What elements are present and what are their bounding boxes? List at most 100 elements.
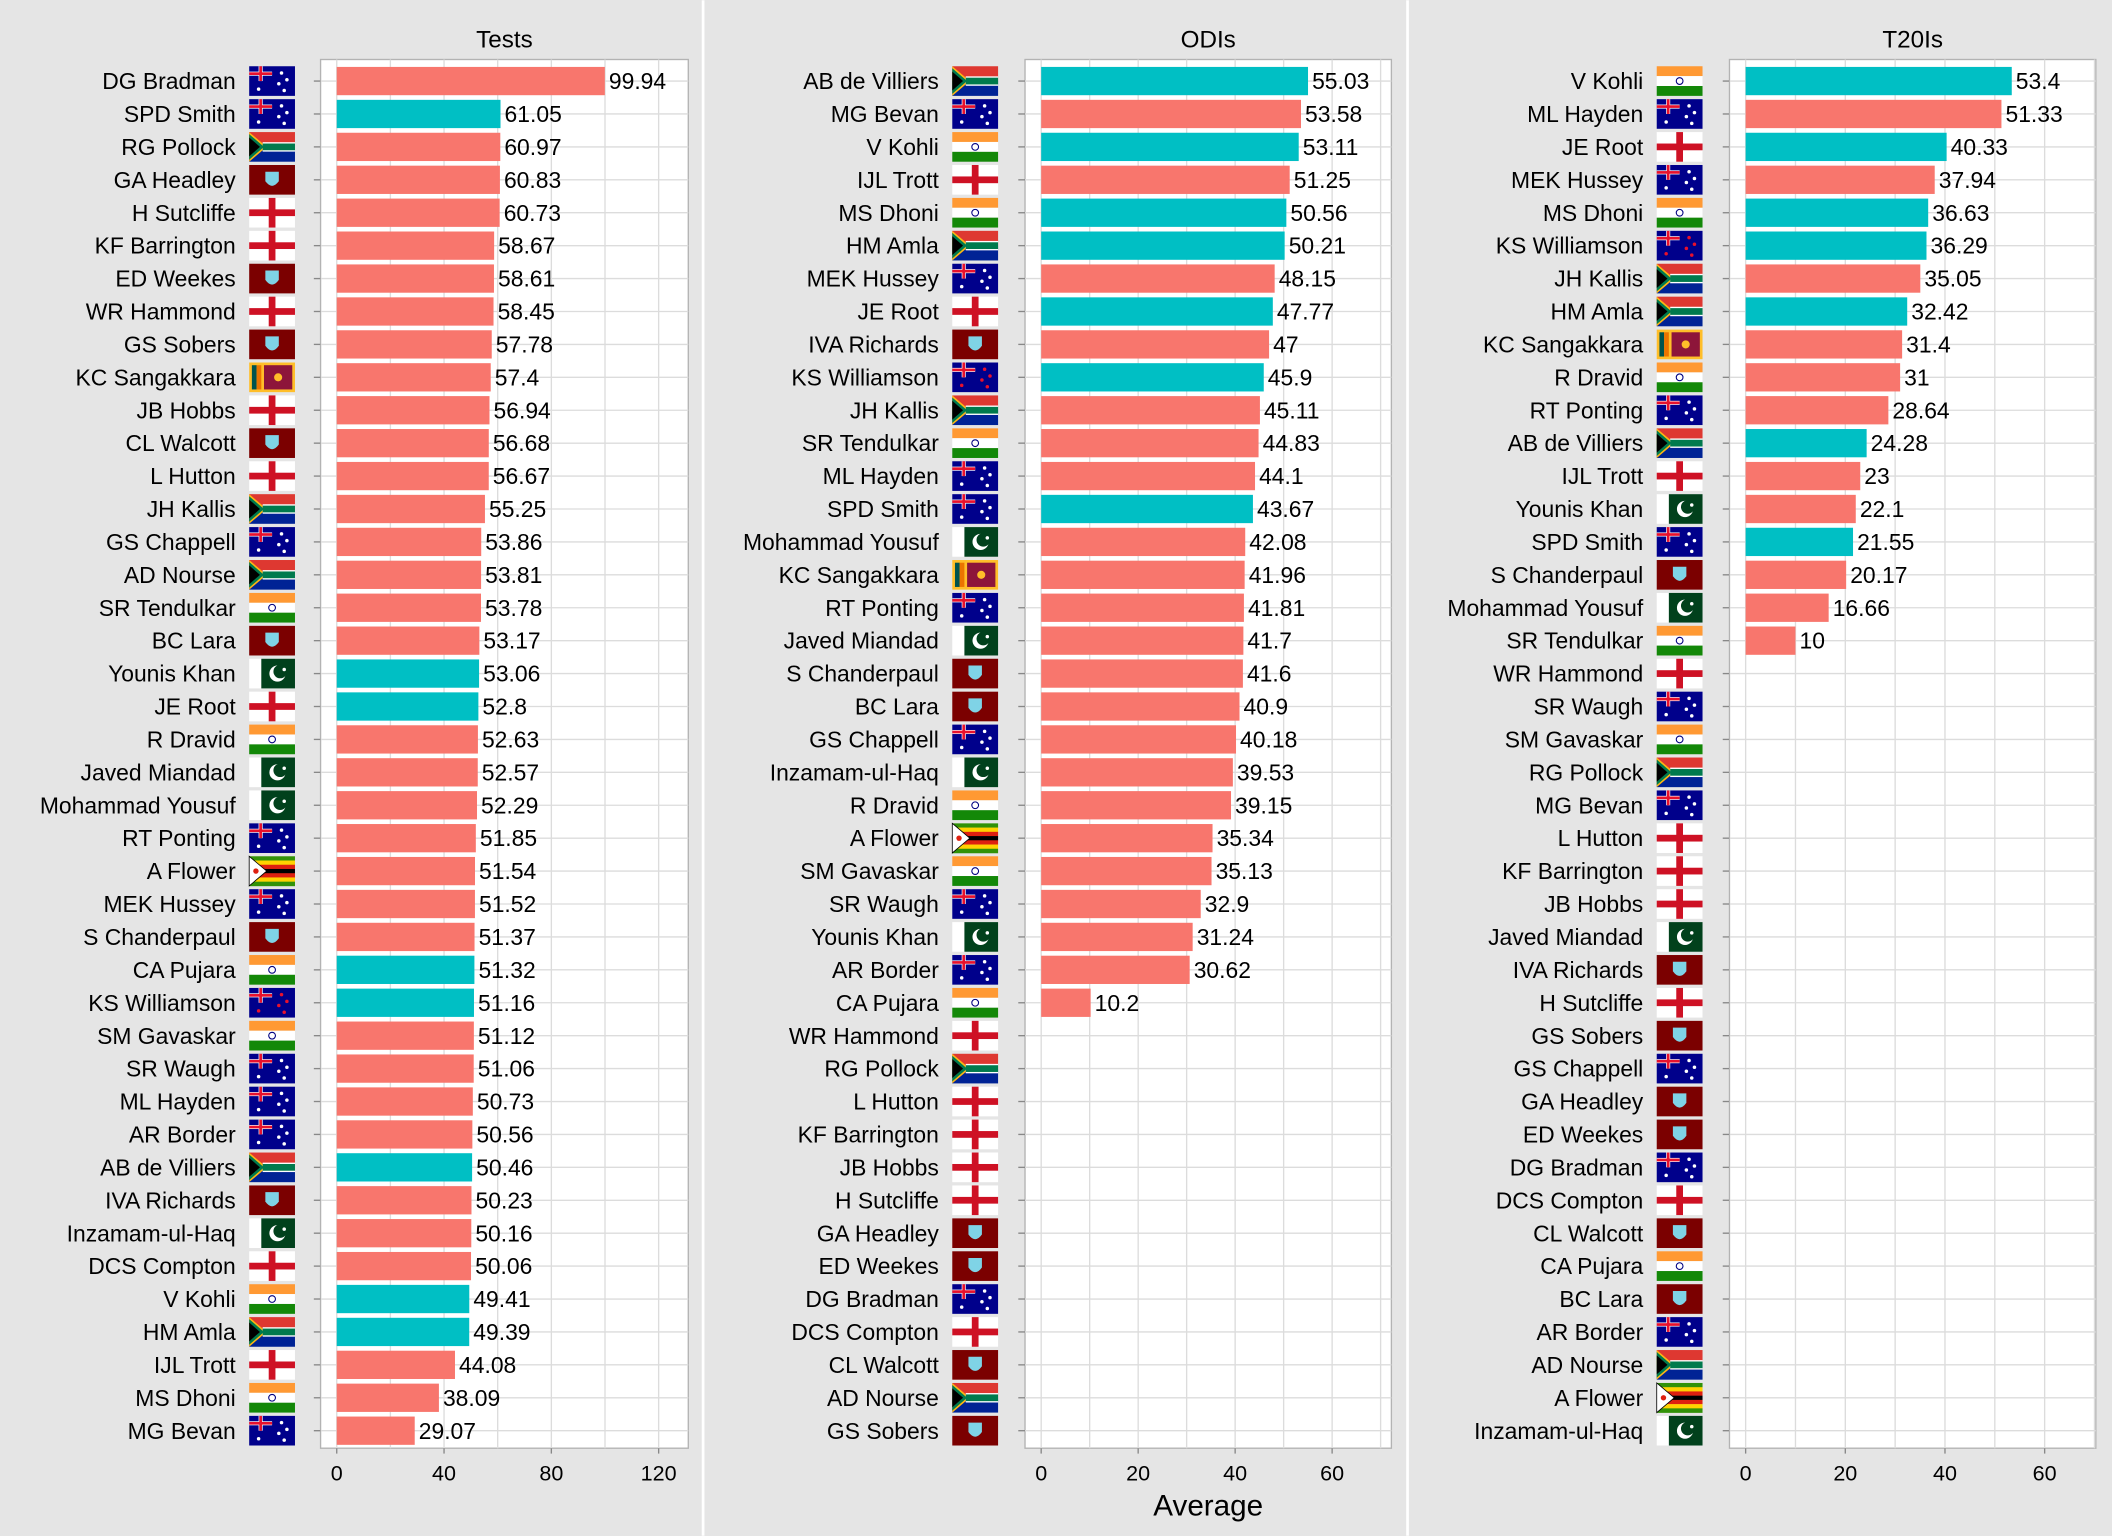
player-label: RG Pollock [1529, 759, 1644, 785]
bar [1041, 725, 1237, 754]
player-label: KS Williamson [1496, 233, 1643, 259]
player-label: Inzamam-ul-Haq [770, 759, 939, 785]
bar [336, 99, 501, 129]
bar [1745, 626, 1796, 655]
flag-eng-icon [952, 1317, 999, 1347]
player-label: KF Barrington [1502, 858, 1643, 884]
flag-ind-icon [1656, 197, 1703, 228]
data-label: 37.94 [1939, 167, 1997, 193]
data-label: 50.21 [1289, 233, 1346, 259]
flag-aus-icon [249, 1053, 295, 1084]
flag-aus-icon [249, 1086, 295, 1117]
bar [1041, 330, 1270, 359]
flag-rsa-icon [952, 395, 999, 426]
flag-eng-icon [249, 296, 295, 327]
data-label: 49.41 [473, 1286, 530, 1312]
flag-ind-icon [952, 987, 999, 1018]
flag-ind-icon [1656, 1251, 1703, 1281]
flag-eng-icon [952, 1020, 999, 1051]
player-label: KS Williamson [791, 364, 938, 390]
data-label: 57.4 [495, 364, 540, 390]
bar [1745, 560, 1847, 589]
data-label: 52.29 [481, 792, 538, 818]
data-label: 36.63 [1932, 200, 1989, 226]
flag-aus-icon [249, 889, 295, 919]
flag-aus-icon [249, 527, 295, 557]
bar [336, 527, 482, 557]
player-label: ED Weekes [1523, 1122, 1643, 1148]
flag-aus-icon [952, 461, 999, 491]
bar [1041, 494, 1253, 524]
data-label: 40.9 [1244, 694, 1289, 720]
data-label: 53.17 [483, 628, 540, 654]
flag-aus-icon [249, 823, 295, 853]
flag-zim-icon [951, 822, 999, 854]
player-label: A Flower [850, 825, 939, 851]
player-label: AD Nourse [1531, 1352, 1643, 1378]
x-tick-label: 20 [1833, 1461, 1857, 1486]
flag-wi-icon [1656, 955, 1703, 985]
bar [336, 1054, 474, 1083]
data-label: 35.05 [1924, 266, 1981, 292]
player-label: SR Tendulkar [99, 595, 236, 621]
bar [1041, 922, 1193, 952]
player-label: WR Hammond [1493, 661, 1643, 687]
flag-aus-icon [1656, 790, 1703, 821]
player-label: GA Headley [114, 167, 237, 193]
bar [336, 1284, 470, 1314]
bar [1041, 626, 1244, 655]
bar [336, 66, 605, 96]
bar [1041, 396, 1260, 425]
x-tick-label: 40 [432, 1461, 456, 1486]
player-label: HM Amla [143, 1319, 236, 1345]
flag-zim-icon [1656, 1382, 1703, 1414]
flag-ind-icon [1656, 362, 1703, 393]
flag-wi-icon [249, 164, 295, 195]
data-label: 56.67 [493, 463, 550, 489]
bar [336, 856, 475, 886]
x-tick-label: 0 [331, 1461, 343, 1486]
data-label: 35.13 [1216, 858, 1273, 884]
bar [336, 165, 500, 194]
player-label: DCS Compton [1496, 1187, 1643, 1213]
player-label: ED Weekes [818, 1253, 938, 1279]
flag-eng-icon [1656, 856, 1703, 886]
player-label: KS Williamson [88, 990, 235, 1016]
data-label: 45.9 [1268, 364, 1313, 390]
flag-wi-icon [1656, 1020, 1703, 1051]
data-label: 40.33 [1951, 134, 2008, 160]
flag-ind-icon [1656, 66, 1703, 96]
bar [336, 231, 495, 260]
data-label: 51.37 [479, 924, 536, 950]
x-tick-label: 120 [641, 1461, 677, 1486]
player-label: GS Sobers [124, 331, 236, 357]
flag-aus-icon [952, 99, 999, 129]
player-label: MS Dhoni [135, 1385, 235, 1411]
player-label: GS Chappell [106, 529, 236, 555]
flag-aus-icon [952, 1284, 999, 1314]
bar [336, 264, 494, 293]
data-label: 58.61 [498, 266, 555, 292]
flag-eng-icon [249, 691, 295, 722]
player-label: R Dravid [1554, 364, 1643, 390]
data-label: 60.83 [504, 167, 561, 193]
player-label: DG Bradman [1510, 1154, 1644, 1180]
panel-divider [1406, 0, 1409, 1536]
flag-wi-icon [249, 922, 295, 952]
flag-aus-icon [952, 263, 999, 294]
bar [336, 1087, 473, 1116]
flag-wi-icon [1656, 560, 1703, 590]
x-tick-label: 80 [539, 1461, 563, 1486]
player-label: Javed Miandad [1488, 924, 1643, 950]
flag-pak-icon [952, 922, 999, 952]
player-label: Javed Miandad [81, 759, 236, 785]
x-tick-label: 60 [2033, 1461, 2057, 1486]
player-label: GA Headley [1521, 1089, 1644, 1115]
bar [336, 1153, 473, 1182]
data-label: 44.1 [1259, 463, 1304, 489]
flag-eng-icon [952, 1119, 999, 1150]
bar [336, 758, 478, 787]
flag-eng-icon [952, 1152, 999, 1183]
data-label: 30.62 [1194, 957, 1251, 983]
